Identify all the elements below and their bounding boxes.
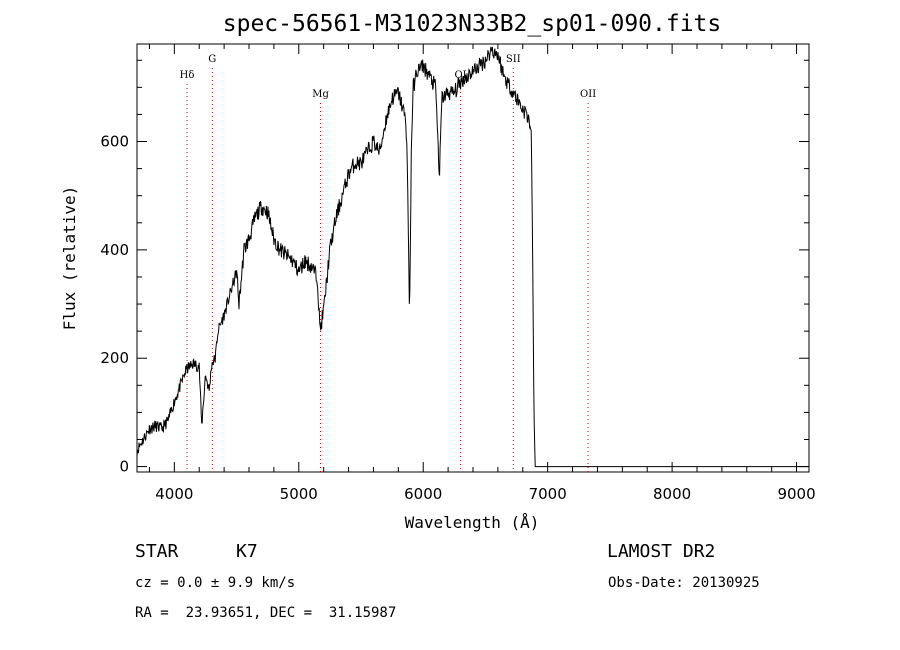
x-axis-ticks: 4000 5000 6000 7000 8000 9000 [155, 44, 816, 503]
line-marker-label: G [208, 54, 216, 65]
y-tick-label: 400 [100, 241, 129, 259]
y-axis-ticks: 0 200 400 600 [100, 133, 809, 476]
x-tick-label: 4000 [155, 485, 193, 503]
line-marker-label: OI [454, 70, 466, 81]
spectrum-series-line [136, 46, 809, 468]
coordinates: RA = 23.93651, DEC = 31.15987 [135, 605, 397, 621]
x-tick-label: 7000 [529, 485, 567, 503]
y-axis-label: Flux (relative) [60, 186, 79, 331]
object-class: STAR [135, 541, 179, 562]
x-tick-label: 8000 [653, 485, 691, 503]
minor-ticks [137, 44, 809, 472]
y-tick-label: 0 [119, 458, 129, 476]
line-marker-label: Mg [312, 89, 329, 100]
x-axis-label: Wavelength (Å) [405, 513, 540, 532]
line-marker-label: Hδ [180, 70, 195, 81]
redshift-velocity: cz = 0.0 ± 9.9 km/s [135, 575, 296, 591]
plot-frame [136, 43, 810, 473]
emission-line-markers: Hδ G Mg OI SII OII [180, 54, 596, 472]
line-marker-label: SII [506, 54, 521, 65]
y-tick-label: 200 [100, 349, 129, 367]
y-tick-label: 600 [100, 133, 129, 151]
x-tick-label: 6000 [404, 485, 442, 503]
chart-title: spec-56561-M31023N33B2_sp01-090.fits [223, 11, 722, 37]
survey-name: LAMOST DR2 [607, 541, 716, 562]
object-subclass: K7 [236, 541, 258, 562]
x-tick-label: 5000 [280, 485, 318, 503]
line-marker-label: OII [580, 89, 596, 100]
x-tick-label: 9000 [777, 485, 815, 503]
observation-date: Obs-Date: 20130925 [608, 575, 760, 591]
